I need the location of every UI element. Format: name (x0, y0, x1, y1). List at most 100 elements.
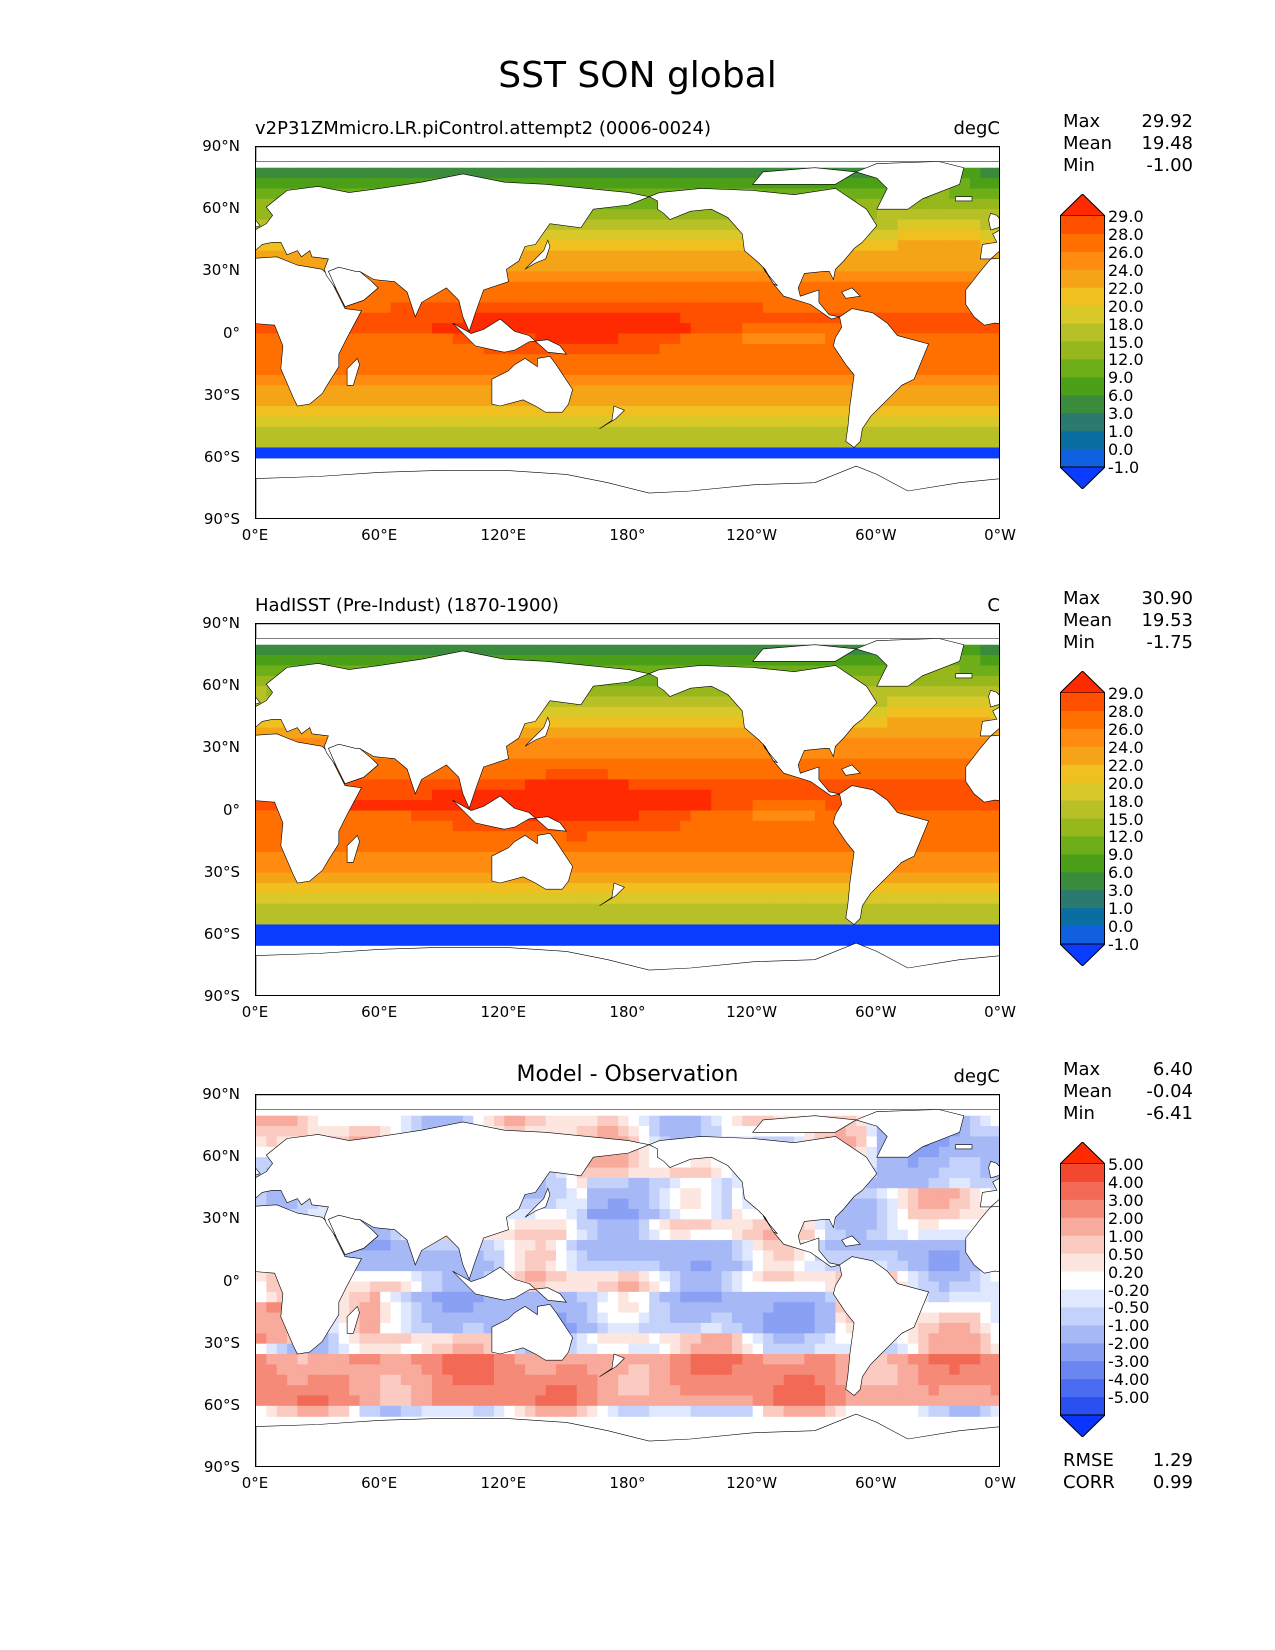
field-cell (659, 302, 671, 314)
field-cell (493, 281, 505, 293)
field-cell (628, 696, 640, 708)
field-cell (576, 395, 588, 407)
field-cell (825, 893, 837, 905)
field-cell (597, 292, 609, 304)
field-cell (545, 229, 557, 241)
field-cell (980, 178, 992, 190)
field-cell (783, 354, 795, 366)
field-cell (597, 644, 609, 656)
field-cell (907, 292, 919, 304)
field-cell (773, 395, 785, 407)
field-cell (287, 426, 298, 438)
field-cell (597, 426, 609, 438)
field-cell (504, 883, 516, 894)
field-cell (597, 779, 609, 791)
field-cell (659, 240, 671, 252)
field-cell (369, 178, 381, 190)
field-cell (628, 758, 640, 770)
field-cell (700, 800, 712, 812)
field-cell (938, 779, 950, 791)
field-cell (835, 924, 847, 936)
field-cell (380, 385, 392, 397)
field-cell (411, 924, 423, 936)
colorbar-tick-label: 1.0 (1108, 899, 1134, 919)
field-cell (297, 924, 309, 936)
field-cell (721, 292, 733, 304)
field-cell (473, 851, 485, 863)
field-cell (276, 1126, 288, 1138)
field-cell (545, 717, 557, 729)
field-cell (297, 406, 309, 417)
field-cell (866, 706, 878, 718)
field-cell (659, 354, 671, 366)
field-cell (504, 769, 516, 781)
field-cell (266, 323, 278, 335)
colorbar-segment (1060, 764, 1105, 784)
colorbar-segment (1060, 359, 1105, 378)
field-cell (721, 914, 733, 926)
field-cell (649, 862, 661, 874)
field-cell (990, 675, 999, 687)
field-cell (773, 312, 785, 324)
field-cell (556, 437, 568, 449)
field-cell (442, 312, 454, 324)
field-cell (545, 292, 557, 304)
field-cell (866, 665, 878, 677)
field-cell (773, 385, 785, 397)
field-cell (680, 820, 692, 832)
land-samerica (833, 308, 930, 448)
field-cell (752, 883, 764, 894)
field-cell (721, 820, 733, 832)
field-cell (545, 737, 557, 749)
field-cell (266, 841, 278, 853)
field-cell (493, 903, 505, 915)
field-cell (628, 686, 640, 698)
field-cell (556, 271, 568, 283)
field-cell (804, 779, 816, 791)
field-cell (742, 851, 754, 863)
field-cell (349, 385, 361, 397)
field-cell (969, 1157, 981, 1169)
field-cell (690, 862, 702, 874)
field-cell (307, 934, 319, 946)
field-cell (452, 385, 464, 397)
field-cell (669, 178, 681, 190)
field-cell (690, 748, 702, 760)
field-cell (959, 872, 971, 884)
field-cell (287, 1115, 298, 1127)
field-cell (628, 810, 640, 822)
field-cell (814, 385, 826, 397)
field-cell (825, 872, 837, 884)
field-cell (887, 748, 899, 760)
field-cell (421, 416, 433, 428)
field-cell (338, 385, 350, 397)
field-cell (928, 883, 940, 894)
field-cell (990, 198, 999, 210)
field-cell (483, 354, 495, 366)
field-cell (700, 302, 712, 314)
field-cell (659, 271, 671, 283)
field-cell (266, 1136, 278, 1148)
field-cell (711, 644, 723, 656)
field-cell (328, 395, 340, 407)
field-cell (835, 271, 847, 283)
field-cell (607, 914, 619, 926)
field-cell (566, 1188, 578, 1200)
field-cell (328, 872, 340, 884)
field-cell (556, 914, 568, 926)
field-cell (804, 281, 816, 293)
field-cell (897, 250, 909, 262)
field-cell (525, 748, 536, 760)
field-cell (918, 250, 930, 262)
field-cell (959, 903, 971, 915)
field-cell (483, 364, 495, 376)
field-cell (638, 178, 650, 190)
field-cell (763, 748, 774, 760)
field-cell (587, 209, 599, 221)
field-cell (287, 416, 298, 428)
field-cell (949, 820, 961, 832)
field-cell (628, 333, 640, 345)
field-cell (587, 717, 599, 729)
field-cell (483, 644, 495, 656)
field-cell (783, 395, 795, 407)
